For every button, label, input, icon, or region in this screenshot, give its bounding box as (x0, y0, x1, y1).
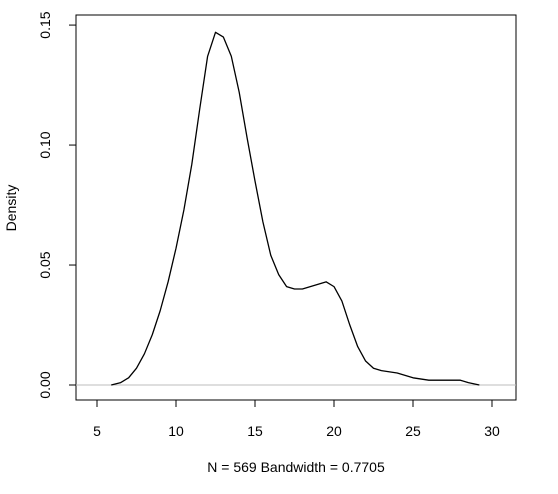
x-tick-label: 25 (405, 423, 421, 439)
y-tick-label: 0.10 (37, 131, 53, 158)
y-tick-label: 0.00 (37, 371, 53, 398)
x-tick-label: 30 (484, 423, 500, 439)
y-tick-label: 0.15 (37, 11, 53, 38)
x-tick-label: 20 (326, 423, 342, 439)
y-tick-label: 0.05 (37, 251, 53, 278)
plot-frame (75, 14, 517, 401)
density-line (111, 31, 480, 386)
x-tick-label: 10 (168, 423, 184, 439)
y-axis-label: Density (3, 185, 19, 232)
x-tick-label: 5 (93, 423, 101, 439)
x-tick-label: 15 (247, 423, 263, 439)
x-axis-label: N = 569 Bandwidth = 0.7705 (207, 459, 385, 475)
